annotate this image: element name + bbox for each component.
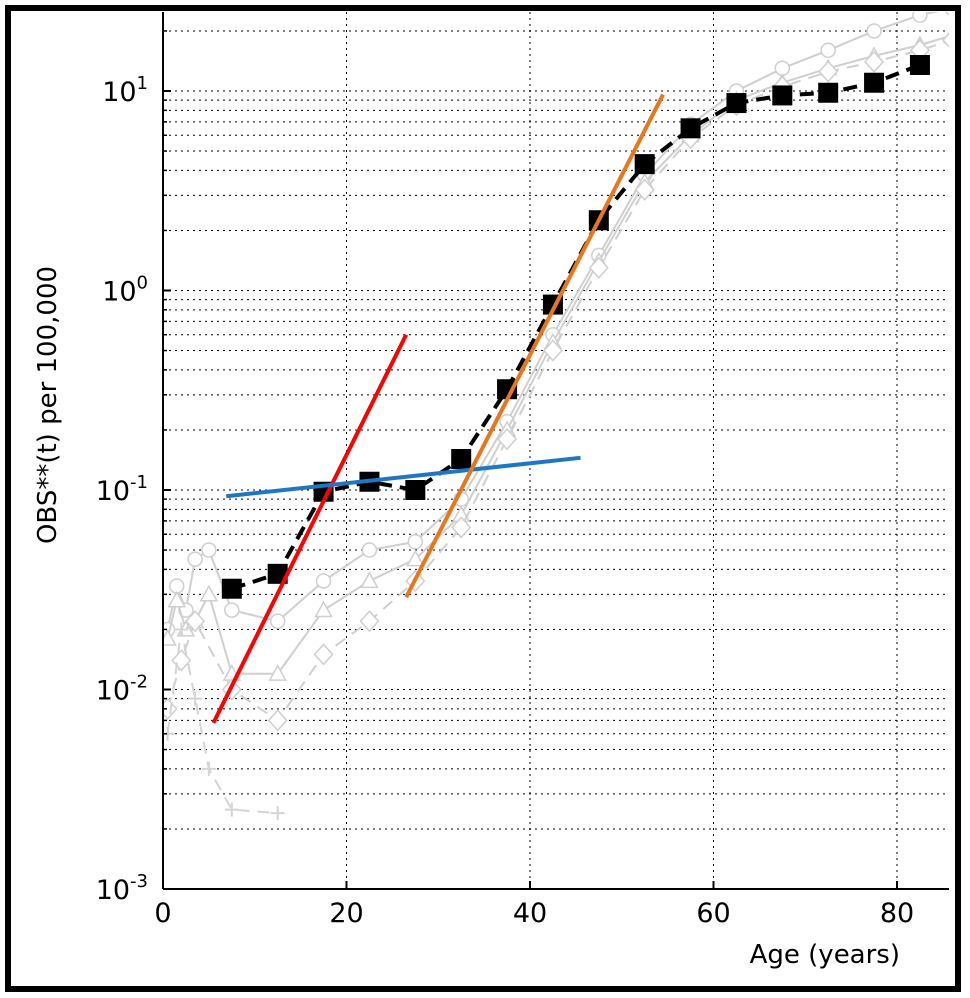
tick-labels: 0 20 40 60 80 10-3 10-2 10-1 100 101 <box>96 73 914 929</box>
data-point-circle <box>866 23 882 39</box>
data-point-square <box>451 449 472 470</box>
data-point-plus <box>270 806 285 821</box>
data-point-triangle <box>406 549 425 567</box>
data-point-circle <box>224 602 240 618</box>
data-point-diamond <box>171 649 192 672</box>
data-point-plus <box>224 802 239 817</box>
data-point-diamond <box>588 256 609 279</box>
data-point-circle <box>407 534 424 550</box>
data-point-diamond <box>634 178 655 201</box>
series-line <box>166 629 278 815</box>
x-tick-label: 20 <box>329 898 363 929</box>
data-point-diamond <box>163 697 178 720</box>
data-point-triangle <box>360 571 379 589</box>
data-point-circle <box>945 12 949 16</box>
y-tick-label: 10-2 <box>96 672 148 707</box>
data-point-circle <box>912 12 928 23</box>
data-point-triangle <box>167 590 187 608</box>
data-point-diamond <box>185 610 206 633</box>
data-point-square <box>864 72 885 93</box>
data-series <box>163 12 949 821</box>
x-tick-label: 80 <box>880 898 914 929</box>
data-point-diamond <box>267 709 288 732</box>
data-point-square <box>772 85 793 106</box>
fit-line <box>404 93 665 599</box>
series-line <box>166 40 949 722</box>
axes <box>162 12 949 890</box>
data-point-diamond <box>451 516 472 539</box>
x-tick-label: 0 <box>154 898 171 929</box>
data-point-triangle <box>199 584 219 602</box>
data-point-triangle <box>268 664 287 681</box>
x-axis-label: Age (years) <box>750 940 900 970</box>
y-tick-label: 100 <box>102 273 148 308</box>
data-point-diamond <box>818 60 839 83</box>
fit-line <box>226 455 581 499</box>
y-tick-label: 10-1 <box>96 472 148 507</box>
y-tick-label: 10-3 <box>96 871 148 906</box>
data-point-square <box>634 154 655 175</box>
grid-lines <box>163 12 949 889</box>
data-point-square <box>909 54 930 75</box>
data-point-circle <box>774 60 791 77</box>
data-point-triangle <box>314 600 333 618</box>
x-tick-label: 40 <box>513 898 547 929</box>
data-point-square <box>818 82 839 103</box>
data-point-square <box>680 118 701 139</box>
data-point-diamond <box>942 32 949 48</box>
data-point-square <box>267 563 288 584</box>
data-point-diamond <box>497 427 518 451</box>
data-point-circle <box>201 542 217 558</box>
data-point-square <box>405 480 426 500</box>
series-line <box>166 35 949 675</box>
fit-lines <box>211 93 665 724</box>
series-line <box>166 12 940 630</box>
series-line <box>231 63 921 591</box>
data-point-plus <box>188 691 203 706</box>
data-point-plus <box>201 761 216 776</box>
data-point-square <box>726 93 747 114</box>
data-point-circle <box>820 42 836 59</box>
data-point-diamond <box>542 339 563 362</box>
data-point-plus <box>163 726 175 741</box>
data-point-diamond <box>313 643 334 666</box>
data-point-circle <box>315 573 332 589</box>
data-point-square <box>221 578 242 599</box>
data-point-circle <box>187 551 203 567</box>
data-point-circle <box>361 542 378 558</box>
data-point-diamond <box>864 50 885 73</box>
fit-line <box>211 333 408 724</box>
y-axis-label: OBS**(t) per 100,000 <box>33 266 63 544</box>
data-point-circle <box>269 613 286 629</box>
y-tick-label: 101 <box>102 73 148 108</box>
x-tick-label: 60 <box>696 898 730 929</box>
data-point-plus <box>174 622 189 637</box>
data-point-diamond <box>359 610 380 633</box>
